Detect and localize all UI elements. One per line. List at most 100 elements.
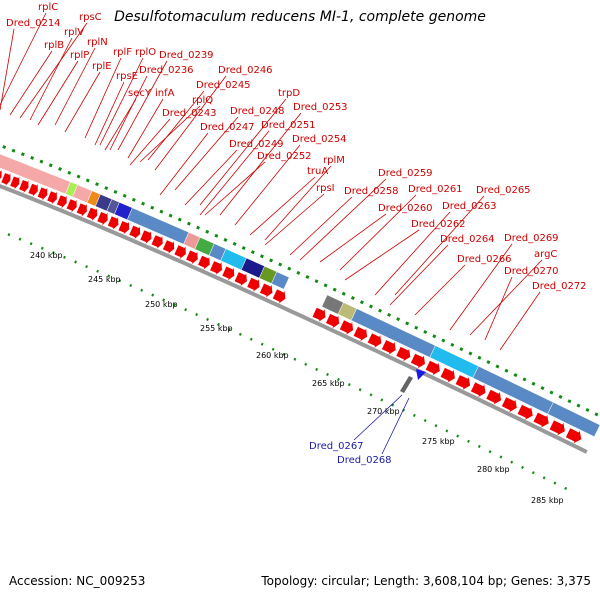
gene-label[interactable]: rplB xyxy=(44,40,64,51)
gene-label-leader xyxy=(394,195,485,296)
gene-label[interactable]: Dred_0243 xyxy=(162,108,217,119)
forward-gene-arrow xyxy=(326,313,340,329)
forward-gene-arrow xyxy=(455,375,471,390)
gene-label[interactable]: Dred_0270 xyxy=(504,266,559,277)
gene-label[interactable]: secY xyxy=(128,88,152,99)
forward-gene-arrow xyxy=(425,360,440,376)
gene-label-leader xyxy=(199,130,270,216)
forward-gene-arrow xyxy=(37,187,48,201)
forward-gene-arrow xyxy=(86,207,98,221)
forward-gene-arrow xyxy=(381,340,396,355)
gene-label-leader xyxy=(54,47,96,126)
gene-label[interactable]: rplN xyxy=(87,37,108,48)
gene-label-leader xyxy=(484,276,513,341)
gene-label[interactable]: Dred_0214 xyxy=(6,18,61,29)
forward-gene-arrow xyxy=(259,283,273,298)
tick-label: 260 kbp xyxy=(256,351,289,360)
accession-text: Accession: NC_009253 xyxy=(9,574,146,588)
gene-label[interactable]: Dred_0261 xyxy=(408,184,463,195)
gene-label[interactable]: rplC xyxy=(38,2,58,13)
gene-label[interactable]: Dred_0258 xyxy=(344,186,399,197)
gene-label[interactable]: rplE xyxy=(92,61,112,72)
gene-label[interactable]: argC xyxy=(534,249,557,260)
gene-label[interactable]: Dred_0267 xyxy=(309,441,364,452)
forward-gene-arrow xyxy=(533,412,549,428)
forward-gene-arrow xyxy=(129,225,141,240)
gene-label-leader xyxy=(159,132,209,196)
gene-label[interactable]: Dred_0272 xyxy=(532,281,587,292)
gene-label[interactable]: Dred_0246 xyxy=(218,65,273,76)
gene-label[interactable]: Dred_0236 xyxy=(139,65,194,76)
gene-label[interactable]: rplF xyxy=(113,47,132,58)
gene-label-leader xyxy=(84,57,122,139)
gene-label[interactable]: Dred_0260 xyxy=(378,203,433,214)
gene-label[interactable]: Dred_0259 xyxy=(378,168,433,179)
gene-label[interactable]: Dred_0253 xyxy=(293,102,348,113)
gene-label[interactable]: Dred_0248 xyxy=(230,106,285,117)
gene-label[interactable]: rplM xyxy=(323,155,345,166)
forward-gene-arrow xyxy=(28,183,38,197)
forward-gene-arrow xyxy=(66,199,77,213)
forward-gene-arrow xyxy=(186,250,198,265)
gene-label[interactable]: Dred_0247 xyxy=(200,122,255,133)
gene-label-leader xyxy=(147,90,205,161)
tick-label: 265 kbp xyxy=(312,379,345,388)
gene-label[interactable]: infA xyxy=(155,88,175,99)
forward-gene-arrow xyxy=(312,307,326,322)
gene-label[interactable]: Dred_0239 xyxy=(159,50,214,61)
cog-band-segment xyxy=(547,401,600,438)
gene-label-leader xyxy=(199,98,287,206)
forward-gene-arrow xyxy=(549,420,565,436)
forward-gene-arrow xyxy=(1,173,11,186)
reverse-gene-arrow xyxy=(400,376,413,393)
gene-label-leader xyxy=(174,116,239,191)
gene-label-leader xyxy=(264,165,332,241)
gene-label-leader xyxy=(299,178,387,261)
gene-label-leader xyxy=(139,105,201,163)
tick-label: 280 kbp xyxy=(477,465,510,474)
gene-label[interactable]: rplO xyxy=(135,47,156,58)
gene-label[interactable]: Dred_0263 xyxy=(442,201,497,212)
forward-gene-arrow xyxy=(339,320,354,335)
tick-label: 275 kbp xyxy=(422,437,455,446)
gene-label[interactable]: Dred_0249 xyxy=(229,139,284,150)
forward-gene-arrow xyxy=(107,216,119,230)
gene-label[interactable]: Dred_0245 xyxy=(196,80,251,91)
gene-label[interactable]: Dred_0268 xyxy=(337,455,392,466)
gene-label-leader xyxy=(219,112,302,216)
gene-label-leader xyxy=(339,194,417,271)
gene-label[interactable]: rplP xyxy=(70,50,89,61)
forward-gene-arrow xyxy=(272,289,286,304)
gene-label[interactable]: rpsC xyxy=(79,12,102,23)
forward-gene-arrow xyxy=(486,389,502,405)
tick-label: 270 kbp xyxy=(367,407,400,416)
gene-label[interactable]: rplQ xyxy=(192,95,213,106)
gene-label[interactable]: rpsI xyxy=(316,183,335,194)
forward-gene-arrow xyxy=(367,333,382,348)
genome-backbone xyxy=(0,183,588,454)
tick-label: 255 kbp xyxy=(200,324,233,333)
forward-gene-arrow xyxy=(353,326,368,342)
gene-label[interactable]: Dred_0262 xyxy=(411,219,466,230)
gene-label-leader xyxy=(204,161,266,216)
gene-label[interactable]: truA xyxy=(307,166,328,177)
gene-label[interactable]: Dred_0251 xyxy=(261,120,316,131)
forward-gene-arrow xyxy=(174,245,186,259)
forward-gene-arrow xyxy=(247,277,260,292)
gene-label[interactable]: trpD xyxy=(278,88,300,99)
gene-label-leader xyxy=(414,264,466,316)
gene-label[interactable]: Dred_0266 xyxy=(457,254,512,265)
gene-label[interactable]: rplV xyxy=(64,27,84,38)
gene-label-leader xyxy=(29,37,73,121)
gene-label[interactable]: Dred_0265 xyxy=(476,185,531,196)
forward-gene-arrow xyxy=(19,180,29,194)
gene-label[interactable]: Dred_0252 xyxy=(257,151,312,162)
gene-label[interactable]: rpsE xyxy=(116,71,138,82)
gene-label[interactable]: Dred_0254 xyxy=(292,134,347,145)
gene-label-leader xyxy=(109,75,148,151)
gene-label[interactable]: Dred_0269 xyxy=(504,233,559,244)
gene-label-leader xyxy=(353,394,403,441)
gene-label[interactable]: Dred_0264 xyxy=(440,234,495,245)
